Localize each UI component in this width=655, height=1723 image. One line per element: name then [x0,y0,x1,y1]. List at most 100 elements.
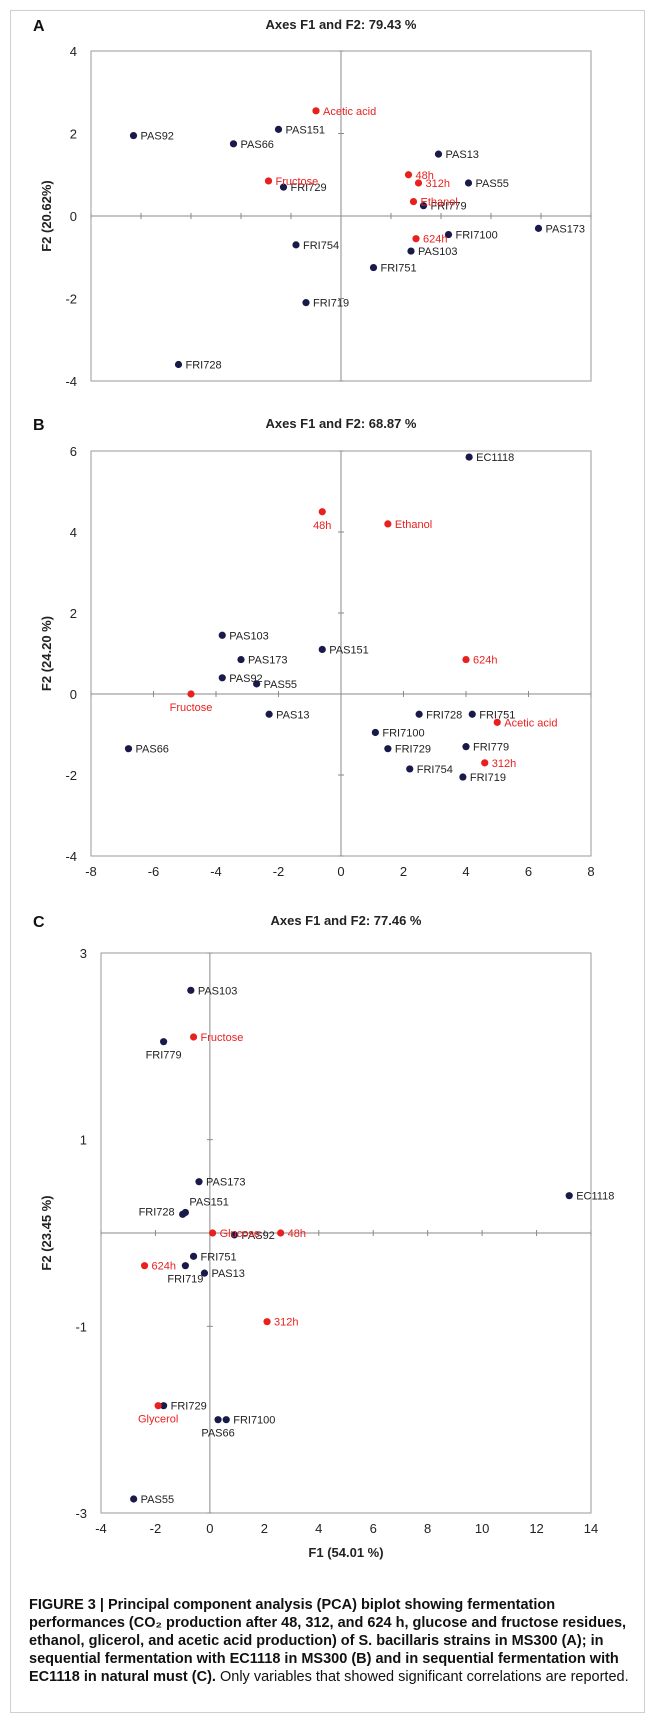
x-tick-label: -4 [235,389,247,391]
point-label: PAS173 [546,223,586,235]
data-point [414,179,423,187]
data-point [264,177,273,185]
y-axis-label: F2 (24.20 %) [39,616,54,691]
data-point [195,1178,203,1186]
point-label: 48h [288,1228,306,1240]
data-point [468,710,476,718]
point-label: 312h [274,1317,298,1329]
data-point [230,1231,238,1239]
point-label: Ethanol [421,197,458,209]
data-point [459,773,467,781]
point-label: Fructose [201,1032,244,1044]
x-tick-label: 2 [387,389,394,391]
data-point [218,674,226,682]
data-point [462,655,470,664]
data-point [209,1229,217,1237]
x-tick-label: -2 [285,389,297,391]
point-label: FRI719 [313,298,349,310]
point-label: PAS13 [446,149,479,161]
x-tick-label: -2 [273,864,285,879]
point-label: Acetic acid [323,106,376,118]
point-label: PAS55 [476,178,509,190]
point-label: FRI754 [303,240,339,252]
y-tick-label: 4 [70,44,77,59]
data-point [371,728,379,737]
data-point [481,759,489,767]
data-point [160,1038,168,1046]
pca-biplot-a: A Axes F1 and F2: 79.43 % -10 -8 -6 -4 -2 0 2 4 6 8… [33,17,598,391]
y-tick-label: -4 [65,374,77,389]
point-label: PAS103 [418,246,458,258]
point-label: PAS66 [136,744,169,756]
x-tick-label: 4 [315,1521,322,1536]
point-label: PAS103 [229,630,269,642]
data-point [200,1269,209,1277]
data-point [140,1262,149,1270]
data-point [222,1416,230,1424]
data-point [274,125,283,133]
point-label: FRI754 [417,764,453,776]
x-tick-label: 8 [587,864,594,879]
data-point [129,131,138,140]
point-label: FRI719 [470,772,506,784]
data-point [253,680,261,688]
x-tick-label: -6 [148,864,160,879]
data-point [409,197,418,206]
point-label: PAS92 [241,1230,274,1242]
y-tick-label: 6 [70,444,77,459]
data-point [318,508,326,516]
point-label: PAS66 [241,139,274,151]
x-tick-label: 6 [370,1521,377,1536]
data-point [279,183,288,191]
point-label: PAS151 [189,1196,229,1208]
x-tick-label: -2 [150,1521,162,1536]
data-point [277,1229,285,1237]
point-label: 312h [426,178,450,190]
x-tick-label: -10 [82,389,101,391]
point-label: Fructose [276,176,319,188]
data-point [464,179,473,187]
data-point [214,1416,222,1424]
x-tick-label: 6 [487,389,494,391]
data-point [160,1402,168,1410]
data-point [534,224,543,232]
point-label: Ethanol [395,519,432,531]
data-point [406,765,414,773]
x-tick-label: 10 [475,1521,489,1536]
x-tick-label: 0 [337,864,344,879]
point-label: PAS173 [206,1177,246,1189]
point-label: PAS66 [201,1428,234,1440]
point-label: Glycerol [138,1414,178,1426]
y-tick-label: 0 [70,209,77,224]
panel-b: B Axes F1 and F2: 68.87 % -8 -6 -4 -2 0 2 4 6 8 -4 -… [11,396,646,886]
panel-letter: B [33,417,45,434]
data-point [130,1495,138,1503]
point-label: Glucose [220,1228,260,1240]
data-point [218,631,226,639]
x-tick-label: 12 [529,1521,543,1536]
point-label: PAS103 [198,985,238,997]
chart-title: Axes F1 and F2: 77.46 % [270,913,421,928]
point-label: PAS173 [248,655,288,667]
data-point [189,1033,198,1041]
point-label: FRI728 [139,1206,175,1218]
data-point [465,453,473,461]
point-label: FRI729 [395,744,431,756]
y-tick-label: 2 [70,606,77,621]
y-tick-label: -2 [65,768,77,783]
point-label: FRI751 [479,709,515,721]
point-label: 624h [473,655,497,667]
point-label: FRI779 [473,742,509,754]
x-tick-label: 14 [584,1521,598,1536]
data-point [187,986,195,994]
data-point [565,1192,573,1200]
figure-caption: FIGURE 3 | Principal component analysis … [29,1596,629,1686]
data-point [415,710,423,718]
x-tick-label: 0 [206,1521,213,1536]
x-axis-label: F1 (54.01 %) [308,1545,383,1560]
data-point [407,247,415,255]
point-label: FRI729 [171,1401,207,1413]
data-point [174,360,183,369]
point-label: 48h [313,520,331,532]
